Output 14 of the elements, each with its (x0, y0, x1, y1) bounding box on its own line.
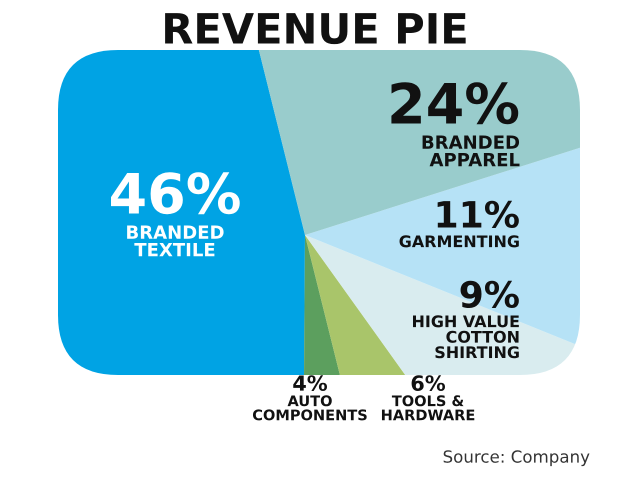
data-label: 4% (293, 375, 328, 391)
data-label: 11% (438, 200, 519, 228)
slice-label: BRANDED TEXTILE (127, 226, 224, 256)
slice-label: BRANDED APPAREL (422, 136, 520, 166)
data-label: 9% (460, 280, 519, 308)
chart-title: REVENUE PIE (165, 13, 466, 44)
source-note: Source: Company (444, 450, 590, 466)
slice-label: TOOLS & HARDWARE (382, 395, 474, 420)
slice-label: HIGH VALUE COTTON SHIRTING (413, 315, 519, 358)
data-label: 6% (412, 375, 446, 391)
slice-label: AUTO COMPONENTS (252, 395, 367, 420)
data-label: 46% (111, 172, 240, 214)
data-label: 24% (391, 82, 518, 124)
slice-label: GARMENTING (400, 235, 519, 248)
